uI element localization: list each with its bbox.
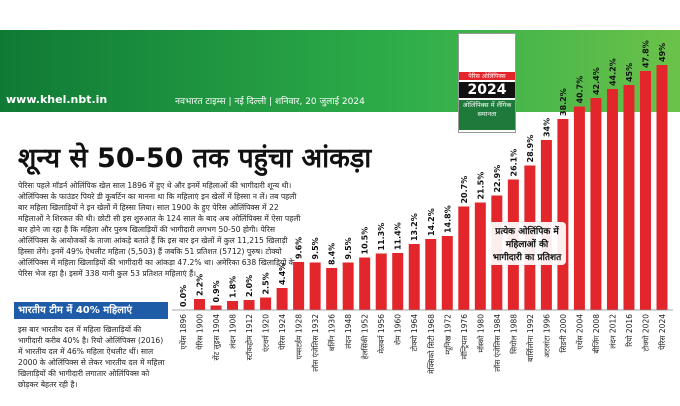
value-label: 40.7% <box>575 76 584 104</box>
value-label: 20.7% <box>460 176 469 204</box>
value-label: 14.8% <box>443 205 452 233</box>
x-tick-label: टोक्यो 1964 <box>410 314 419 352</box>
bar <box>656 65 668 310</box>
x-tick-label: एंटवर्प 1920 <box>262 314 271 352</box>
article-body: पेरिसः पहले मॉडर्न ओलिंपिक खेल साल 1896 … <box>18 181 301 278</box>
value-label: 2.0% <box>245 275 254 297</box>
value-label: 44.2% <box>608 58 617 86</box>
value-label: 22.9% <box>493 165 502 193</box>
badge: पेरिस ओलिंपिक्स 2024 ओलिंपिक्स में लैंगि… <box>458 33 516 133</box>
bar <box>623 85 635 310</box>
x-tick-label: रियो 2016 <box>625 314 634 347</box>
value-label: 26.1% <box>509 149 518 177</box>
x-tick-label: लंदन 2012 <box>608 314 617 349</box>
value-label: 38.2% <box>559 88 568 116</box>
value-label: 42.4% <box>592 67 601 95</box>
bar <box>408 244 420 310</box>
bar <box>474 202 486 310</box>
bar <box>639 71 651 310</box>
value-label: 45% <box>625 63 634 82</box>
x-tick-label: म्यूनिख 1972 <box>443 314 453 355</box>
box-title: भारतीय टीम में 40% महिलाएं <box>14 302 168 319</box>
bar <box>557 119 569 310</box>
box-body: इस बार भारतीय दल में महिला खिलाड़ियों की… <box>18 325 165 389</box>
x-tick-label: अटलांटा 1996 <box>542 314 551 358</box>
x-tick-label: बार्सिलोना 1992 <box>526 314 535 362</box>
website: www.khel.nbt.in <box>6 93 108 106</box>
value-label: 11.3% <box>377 223 386 251</box>
value-label: 9.6% <box>295 237 304 259</box>
x-tick-label: लंदन 1908 <box>229 314 238 349</box>
value-label: 13.2% <box>410 213 419 241</box>
bar <box>260 297 272 310</box>
value-label: 2.5% <box>262 272 271 294</box>
bar <box>293 262 305 310</box>
value-label: 9.5% <box>344 237 353 259</box>
x-tick-label: पेरिस 2024 <box>658 314 667 350</box>
value-label: 9.5% <box>311 237 320 259</box>
bar <box>194 299 206 310</box>
x-tick-label: बर्लिन 1936 <box>328 314 337 351</box>
bar <box>210 305 222 310</box>
bar <box>458 206 470 310</box>
value-label: 34% <box>542 118 551 137</box>
value-label: 8.4% <box>328 243 337 265</box>
x-tick-label: मेलबर्न 1956 <box>377 314 386 354</box>
chart-title: शून्य से 50-50 तक पहुंचा आंकड़ा <box>18 143 372 174</box>
x-tick-label: सियोल 1988 <box>509 314 518 354</box>
value-label: 0.0% <box>179 285 188 307</box>
x-tick-label: सेंट लुइस 1904 <box>212 314 222 361</box>
value-label: 49% <box>658 43 667 62</box>
bar <box>441 236 453 310</box>
x-tick-label: मेक्सिको सिटी 1968 <box>427 314 436 374</box>
badge-event: पेरिस ओलिंपिक्स <box>459 72 515 80</box>
x-tick-label: एम्सटर्डम 1928 <box>295 314 304 360</box>
bar <box>590 98 602 310</box>
bar <box>425 239 437 310</box>
dateline: नवभारत टाइम्स | नई दिल्ली | शनिवार, 20 ज… <box>175 97 365 107</box>
bar <box>243 300 255 310</box>
bar <box>342 262 354 310</box>
value-label: 21.5% <box>476 172 485 200</box>
x-tick-label: लॉस एंजेलिस 1932 <box>311 314 320 372</box>
x-tick-label: टोक्यो 2020 <box>641 314 650 352</box>
x-tick-label: मॉस्को 1980 <box>476 314 485 353</box>
value-label: 4.4% <box>278 263 287 285</box>
badge-subtitle: ओलिंपिक्स में लैंगिक समानता <box>459 100 515 130</box>
bar <box>326 268 338 310</box>
x-tick-label: रोम 1960 <box>394 314 403 345</box>
bar <box>276 288 288 310</box>
value-label: 11.4% <box>394 222 403 250</box>
bar <box>227 301 239 310</box>
x-tick-label: एथेंस 1896 <box>179 314 188 350</box>
x-tick-label: लॉस एंजेलिस 1984 <box>493 314 502 372</box>
bar <box>606 89 618 310</box>
x-tick-label: बीजिंग 2008 <box>592 314 601 354</box>
x-tick-label: सिडनी 2000 <box>559 314 568 353</box>
value-label: 14.2% <box>427 208 436 236</box>
annotation: प्रत्येक ओलिंपिक में महिलाओं की भागीदारी… <box>488 222 566 265</box>
value-label: 47.8% <box>641 40 650 68</box>
value-label: 10.5% <box>361 227 370 255</box>
bar <box>392 253 404 310</box>
bar <box>375 253 387 310</box>
value-label: 0.9% <box>212 280 221 302</box>
value-label: 1.8% <box>229 276 238 298</box>
x-tick-label: हेलसिंकी 1952 <box>361 314 370 359</box>
value-label: 2.2% <box>196 274 205 296</box>
header-band <box>0 30 680 112</box>
bar <box>573 106 585 310</box>
bar <box>309 262 321 310</box>
x-tick-label: पेरिस 1924 <box>278 314 287 350</box>
bar <box>359 257 371 310</box>
x-tick-label: एथेंस 2004 <box>575 314 584 350</box>
x-tick-label: लंदन 1948 <box>344 314 353 349</box>
badge-year: 2024 <box>459 82 515 98</box>
x-tick-label: मॉन्ट्रियल 1976 <box>460 314 469 360</box>
value-label: 28.9% <box>526 135 535 163</box>
x-tick-label: स्टॉकहोम 1912 <box>245 314 254 361</box>
x-tick-label: पेरिस 1900 <box>196 314 205 350</box>
